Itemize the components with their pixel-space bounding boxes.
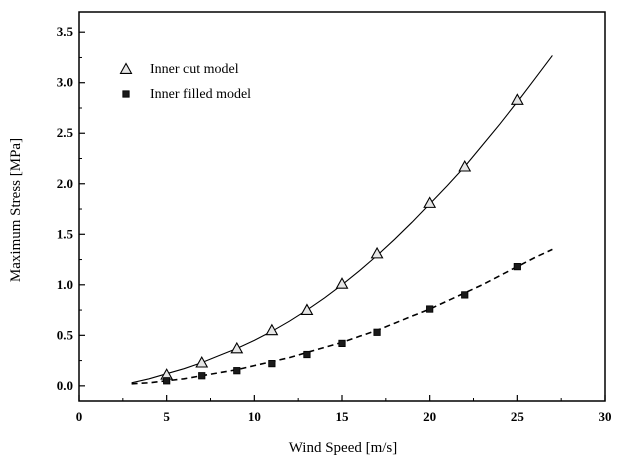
legend-marker-square	[122, 90, 130, 98]
legend-entry: Inner cut model	[119, 62, 239, 77]
data-point	[426, 305, 434, 313]
data-point	[423, 196, 437, 208]
y-tick-label: 3.5	[57, 24, 74, 39]
fit-line	[131, 248, 553, 385]
data-point	[370, 246, 384, 259]
data-point	[458, 159, 472, 172]
data-point	[198, 372, 206, 380]
data-point	[195, 355, 209, 368]
data-point	[303, 350, 311, 359]
y-tick-label: 1.5	[57, 226, 74, 241]
data-point	[163, 377, 171, 385]
x-tick-label: 10	[248, 409, 261, 424]
legend-entry: Inner filled model	[122, 87, 251, 102]
data-point	[513, 263, 521, 271]
data-point	[300, 303, 314, 316]
legend-label: Inner cut model	[150, 62, 239, 77]
x-axis-label: Wind Speed [m/s]	[289, 440, 398, 456]
data-point	[338, 339, 346, 348]
y-axis-label: Maximum Stress [MPa]	[8, 138, 24, 282]
x-tick-label: 15	[336, 409, 350, 424]
fit-line	[131, 55, 553, 384]
data-point	[230, 341, 244, 354]
x-tick-label: 5	[163, 409, 170, 424]
data-point	[510, 93, 524, 105]
data-point	[335, 277, 349, 289]
y-tick-label: 2.5	[57, 125, 74, 140]
x-tick-label: 25	[511, 409, 525, 424]
x-tick-label: 20	[423, 409, 436, 424]
y-tick-label: 3.0	[57, 75, 73, 90]
y-tick-label: 0.5	[57, 327, 74, 342]
series-inner-filled	[131, 248, 553, 385]
y-tick-label: 1.0	[57, 277, 73, 292]
y-tick-label: 0.0	[57, 378, 73, 393]
x-tick-label: 0	[76, 409, 83, 424]
legend-marker-triangle	[119, 62, 133, 74]
data-point	[265, 323, 279, 336]
data-point	[268, 360, 276, 368]
y-tick-label: 2.0	[57, 176, 73, 191]
data-point	[233, 367, 241, 375]
x-tick-label: 30	[599, 409, 612, 424]
data-point	[373, 328, 381, 336]
legend-label: Inner filled model	[150, 87, 251, 102]
data-point	[461, 291, 469, 299]
series-inner-cut	[131, 55, 553, 384]
